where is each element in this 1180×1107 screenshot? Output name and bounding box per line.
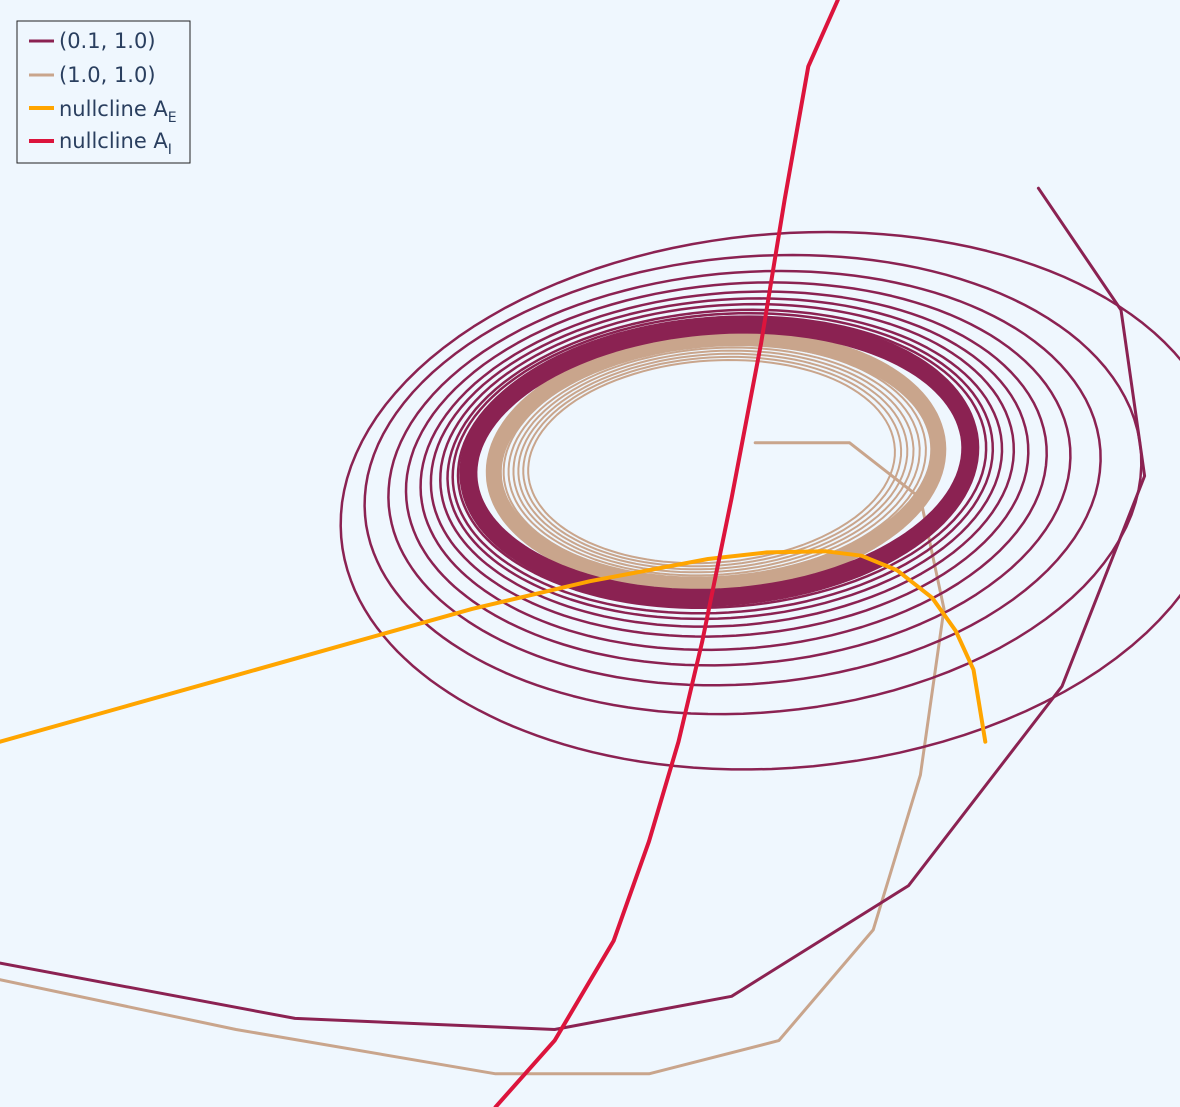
legend-label-3: nullcline AI: [59, 129, 172, 158]
legend-label-3-sub: I: [168, 142, 172, 158]
trajectory-2-orbit-7: [527, 359, 896, 565]
legend-label-2: nullcline AE: [59, 97, 177, 126]
trajectory-1-ring-6: [439, 302, 1016, 628]
legend-item-0[interactable]: (0.1, 1.0): [29, 29, 156, 53]
trajectory-1-ring-5: [429, 297, 1030, 638]
trajectory-2-orbit-6: [522, 355, 903, 568]
legend-item-2[interactable]: nullcline AE: [29, 97, 177, 126]
trajectory-1-ring-3: [404, 281, 1072, 667]
trajectory-1-ring-0: [339, 230, 1180, 771]
legend-item-1[interactable]: (1.0, 1.0): [29, 63, 156, 87]
legend-label-3-main: nullcline A: [59, 129, 168, 153]
legend-label-1: (1.0, 1.0): [59, 63, 156, 87]
trajectory-2-orbit-5: [517, 352, 909, 571]
trajectory-2-limit-cycle: [485, 330, 947, 593]
trajectory-1-ring-7: [446, 308, 1004, 621]
trajectory-2-orbit-3: [507, 346, 921, 577]
nullcline-ai: [493, 0, 840, 1107]
nullcline-ae: [0, 549, 988, 744]
trajectory-1-transient: [0, 186, 1147, 1031]
legend-label-2-main: nullcline A: [59, 97, 168, 121]
trajectory-1-ring-8: [451, 311, 995, 615]
trajectory-1-ring-2: [387, 269, 1102, 687]
legend-label-2-sub: E: [168, 110, 177, 126]
legend-item-3[interactable]: nullcline AI: [29, 129, 172, 158]
trajectory-2-orbit-4: [512, 349, 915, 574]
trajectory-1-ring-4: [419, 290, 1048, 652]
legend[interactable]: (0.1, 1.0) (1.0, 1.0) nullcline AE nullc…: [16, 20, 191, 164]
trajectory-2-transient: [0, 441, 946, 1076]
legend-label-0: (0.1, 1.0): [59, 29, 156, 53]
trajectory-1-ring-1: [363, 253, 1143, 716]
